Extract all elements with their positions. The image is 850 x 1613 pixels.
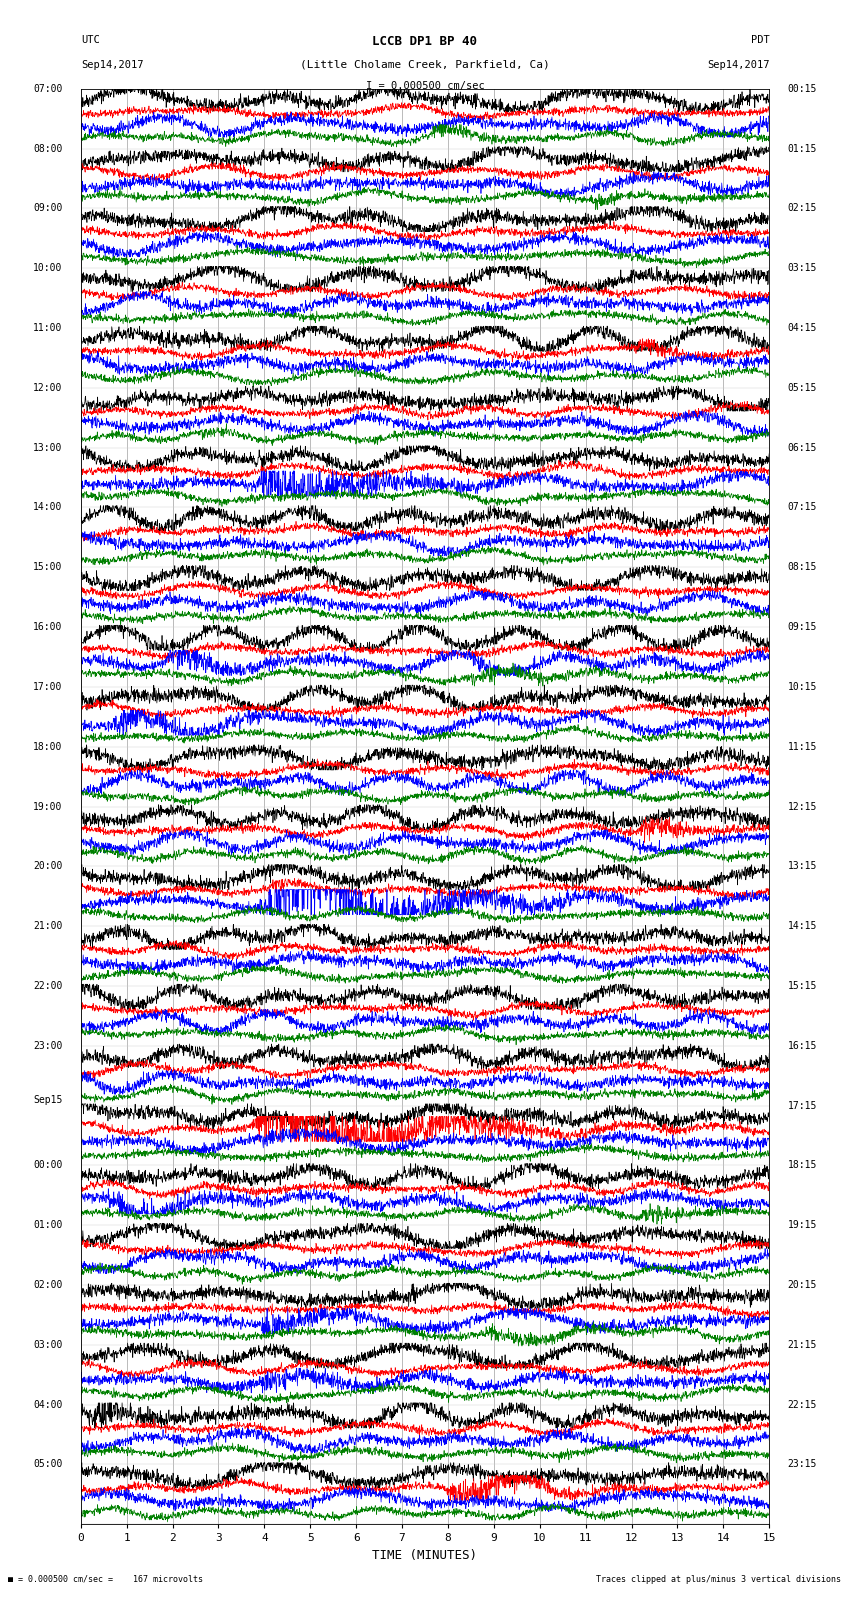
Text: ■ = 0.000500 cm/sec =    167 microvolts: ■ = 0.000500 cm/sec = 167 microvolts: [8, 1574, 203, 1584]
Text: 14:15: 14:15: [788, 921, 817, 931]
Text: 10:00: 10:00: [33, 263, 62, 273]
Text: 21:15: 21:15: [788, 1340, 817, 1350]
Text: 06:15: 06:15: [788, 442, 817, 453]
Text: 00:00: 00:00: [33, 1160, 62, 1171]
Text: 04:15: 04:15: [788, 323, 817, 332]
Text: 19:00: 19:00: [33, 802, 62, 811]
Text: 22:00: 22:00: [33, 981, 62, 990]
Text: (Little Cholame Creek, Parkfield, Ca): (Little Cholame Creek, Parkfield, Ca): [300, 60, 550, 69]
Text: 20:15: 20:15: [788, 1281, 817, 1290]
Text: I = 0.000500 cm/sec: I = 0.000500 cm/sec: [366, 81, 484, 90]
Text: 17:00: 17:00: [33, 682, 62, 692]
Text: 05:00: 05:00: [33, 1460, 62, 1469]
Text: 01:00: 01:00: [33, 1219, 62, 1231]
Text: 05:15: 05:15: [788, 382, 817, 394]
Text: 07:15: 07:15: [788, 502, 817, 513]
Text: 10:15: 10:15: [788, 682, 817, 692]
Text: UTC: UTC: [81, 35, 99, 45]
Text: PDT: PDT: [751, 35, 769, 45]
Text: Sep14,2017: Sep14,2017: [81, 60, 144, 69]
Text: Sep15: Sep15: [33, 1095, 62, 1105]
Text: 12:15: 12:15: [788, 802, 817, 811]
Text: Traces clipped at plus/minus 3 vertical divisions: Traces clipped at plus/minus 3 vertical …: [597, 1574, 842, 1584]
Text: 12:00: 12:00: [33, 382, 62, 394]
Text: 00:15: 00:15: [788, 84, 817, 94]
Text: 13:15: 13:15: [788, 861, 817, 871]
Text: Sep14,2017: Sep14,2017: [706, 60, 769, 69]
Text: 23:15: 23:15: [788, 1460, 817, 1469]
Text: 18:00: 18:00: [33, 742, 62, 752]
Text: 07:00: 07:00: [33, 84, 62, 94]
Text: 08:15: 08:15: [788, 563, 817, 573]
Text: 11:15: 11:15: [788, 742, 817, 752]
Text: 22:15: 22:15: [788, 1400, 817, 1410]
Text: LCCB DP1 BP 40: LCCB DP1 BP 40: [372, 35, 478, 48]
Text: 01:15: 01:15: [788, 144, 817, 153]
Text: 21:00: 21:00: [33, 921, 62, 931]
Text: 02:00: 02:00: [33, 1281, 62, 1290]
Text: 15:15: 15:15: [788, 981, 817, 990]
Text: 20:00: 20:00: [33, 861, 62, 871]
Text: 17:15: 17:15: [788, 1100, 817, 1111]
Text: 11:00: 11:00: [33, 323, 62, 332]
Text: 23:00: 23:00: [33, 1040, 62, 1050]
Text: 03:00: 03:00: [33, 1340, 62, 1350]
Text: 18:15: 18:15: [788, 1160, 817, 1171]
Text: 09:00: 09:00: [33, 203, 62, 213]
Text: 04:00: 04:00: [33, 1400, 62, 1410]
Text: 15:00: 15:00: [33, 563, 62, 573]
Text: 19:15: 19:15: [788, 1219, 817, 1231]
Text: 14:00: 14:00: [33, 502, 62, 513]
Text: 16:15: 16:15: [788, 1040, 817, 1050]
X-axis label: TIME (MINUTES): TIME (MINUTES): [372, 1548, 478, 1561]
Text: 09:15: 09:15: [788, 623, 817, 632]
Text: 13:00: 13:00: [33, 442, 62, 453]
Text: 02:15: 02:15: [788, 203, 817, 213]
Text: 03:15: 03:15: [788, 263, 817, 273]
Text: 08:00: 08:00: [33, 144, 62, 153]
Text: 16:00: 16:00: [33, 623, 62, 632]
